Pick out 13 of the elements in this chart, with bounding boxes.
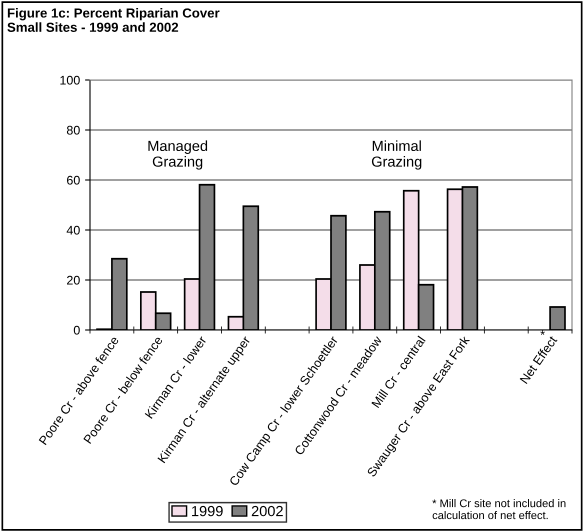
y-tick-label: 20: [67, 276, 80, 285]
legend-label: 2002: [252, 506, 283, 516]
annotation: Minimal Grazing: [372, 140, 422, 170]
y-tick-label: 100: [60, 76, 80, 85]
y-tick-label: 60: [67, 176, 80, 185]
y-tick-label: 80: [66, 126, 80, 135]
annotation: *: [540, 330, 545, 335]
annotation: Managed Grazing: [148, 140, 208, 170]
chart-title: Figure 1c: Percent Riparian Cover Small Sites - 1999 and 2002: [7, 8, 220, 32]
y-tick-label: 40: [66, 226, 80, 235]
legend-label: 1999: [192, 506, 223, 516]
y-tick-label: 0: [74, 326, 80, 335]
text: * Mill Cr site not included in calculation of net effect.: [432, 499, 566, 520]
